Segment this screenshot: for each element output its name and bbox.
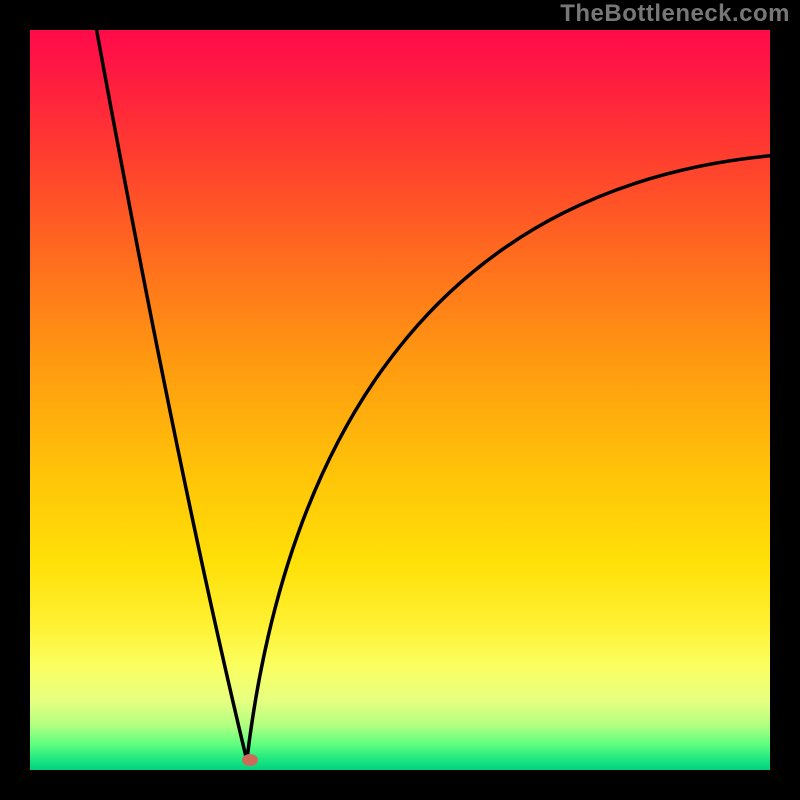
chart-container: TheBottleneck.com (0, 0, 800, 800)
curve-path (97, 30, 770, 760)
plot-area (30, 30, 770, 770)
watermark-text: TheBottleneck.com (560, 0, 790, 28)
bottleneck-curve (30, 30, 770, 770)
